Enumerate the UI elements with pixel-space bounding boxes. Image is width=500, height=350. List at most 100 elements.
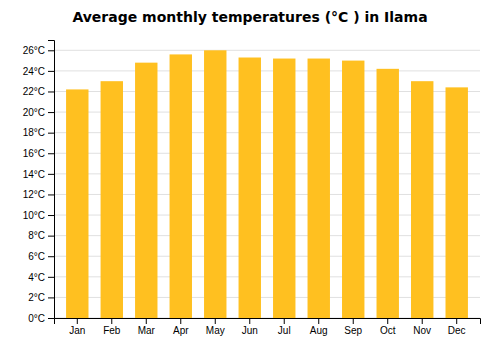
y-tick-mark <box>48 277 54 278</box>
y-tick-label: 6°C <box>28 251 45 262</box>
x-axis: Jan Feb Mar Apr May Jun Jul Aug Sep Oct Nov Dec <box>55 318 481 336</box>
y-tick-label: 0°C <box>28 313 45 324</box>
y-tick-label: 24°C <box>23 66 45 77</box>
y-tick-mark <box>48 256 54 257</box>
bar <box>135 63 157 318</box>
x-axis-line <box>55 319 481 325</box>
x-tick-mark <box>456 318 457 324</box>
grid-line <box>54 70 480 71</box>
y-axis-line <box>48 41 55 319</box>
y-tick: 26°C <box>23 45 54 56</box>
x-tick-mark <box>387 318 388 324</box>
y-tick-mark <box>48 153 54 154</box>
x-tick-label: May <box>206 325 225 336</box>
bar <box>66 89 88 318</box>
y-tick-mark <box>48 318 54 319</box>
x-tick-label: Oct <box>380 325 396 336</box>
y-tick-mark <box>48 71 54 72</box>
x-tick: Oct <box>380 318 396 336</box>
y-tick-label: 16°C <box>23 148 45 159</box>
y-tick-label: 2°C <box>28 292 45 303</box>
x-tick: Nov <box>413 318 431 336</box>
bar <box>446 87 468 318</box>
bar <box>204 50 226 318</box>
x-tick-mark <box>249 318 250 324</box>
x-tick-label: Mar <box>138 325 156 336</box>
bar <box>308 59 330 318</box>
y-tick-mark <box>48 236 54 237</box>
x-tick: Sep <box>344 318 362 336</box>
bar <box>342 61 364 318</box>
x-tick-mark <box>353 318 354 324</box>
y-tick-label: 18°C <box>23 127 45 138</box>
x-tick-label: Dec <box>448 325 466 336</box>
x-tick: Dec <box>448 318 466 336</box>
y-tick: 10°C <box>23 210 54 221</box>
x-tick: May <box>206 318 225 336</box>
x-tick-mark <box>215 318 216 324</box>
x-tick-mark <box>422 318 423 324</box>
y-tick: 6°C <box>28 251 54 262</box>
x-tick-label: Sep <box>344 325 362 336</box>
y-tick: 12°C <box>23 189 54 200</box>
x-tick-label: Feb <box>103 325 121 336</box>
x-tick: Aug <box>310 318 328 336</box>
x-tick-label: Aug <box>310 325 328 336</box>
y-tick-mark <box>48 133 54 134</box>
grid <box>54 50 480 318</box>
x-tick-label: Nov <box>413 325 431 336</box>
y-tick-label: 26°C <box>23 45 45 56</box>
y-tick: 8°C <box>28 230 54 241</box>
chart-svg: Average monthly temperatures (°C ) in Il… <box>0 0 500 350</box>
y-tick-label: 8°C <box>28 230 45 241</box>
x-tick: Mar <box>138 318 156 336</box>
y-tick-label: 20°C <box>23 107 45 118</box>
x-tick-label: Jan <box>69 325 85 336</box>
x-tick-mark <box>146 318 147 324</box>
y-tick: 14°C <box>23 169 54 180</box>
y-tick-label: 14°C <box>23 169 45 180</box>
x-tick: Jun <box>242 318 258 336</box>
y-tick-mark <box>48 50 54 51</box>
plot-area: 0°C 2°C 4°C 6°C 8°C 10°C 12°C 14°C 16°C 18°C 20°C 2… <box>23 41 481 337</box>
y-tick: 20°C <box>23 107 54 118</box>
y-tick: 4°C <box>28 272 54 283</box>
bar <box>170 54 192 318</box>
y-tick: 22°C <box>23 86 54 97</box>
bars <box>66 50 468 318</box>
y-tick: 16°C <box>23 148 54 159</box>
y-tick: 24°C <box>23 66 54 77</box>
y-tick-label: 4°C <box>28 272 45 283</box>
x-tick: Jul <box>278 318 291 336</box>
y-tick: 18°C <box>23 127 54 138</box>
x-tick: Jan <box>69 318 85 336</box>
x-tick-label: Jul <box>278 325 291 336</box>
y-axis: 0°C 2°C 4°C 6°C 8°C 10°C 12°C 14°C 16°C 18°C 20°C 2… <box>23 41 55 324</box>
x-tick-mark <box>111 318 112 324</box>
bar <box>377 69 399 318</box>
grid-line <box>54 50 480 51</box>
x-tick-label: Jun <box>242 325 258 336</box>
y-tick-mark <box>48 174 54 175</box>
x-tick: Apr <box>173 318 189 336</box>
bar <box>411 81 433 318</box>
x-tick-mark <box>77 318 78 324</box>
y-tick-mark <box>48 215 54 216</box>
y-tick-label: 22°C <box>23 86 45 97</box>
y-tick-mark <box>48 194 54 195</box>
y-tick: 0°C <box>28 313 54 324</box>
x-tick-mark <box>318 318 319 324</box>
bar <box>273 59 295 318</box>
bar <box>239 58 261 318</box>
chart-container: Average monthly temperatures (°C ) in Il… <box>0 0 500 350</box>
x-tick: Feb <box>103 318 121 336</box>
y-tick-mark <box>48 297 54 298</box>
y-tick: 2°C <box>28 292 54 303</box>
y-tick-mark <box>48 91 54 92</box>
x-tick-label: Apr <box>173 325 189 336</box>
chart-title: Average monthly temperatures (°C ) in Il… <box>72 9 427 25</box>
bar <box>101 81 123 318</box>
x-tick-mark <box>180 318 181 324</box>
x-tick-mark <box>284 318 285 324</box>
y-tick-label: 10°C <box>23 210 45 221</box>
